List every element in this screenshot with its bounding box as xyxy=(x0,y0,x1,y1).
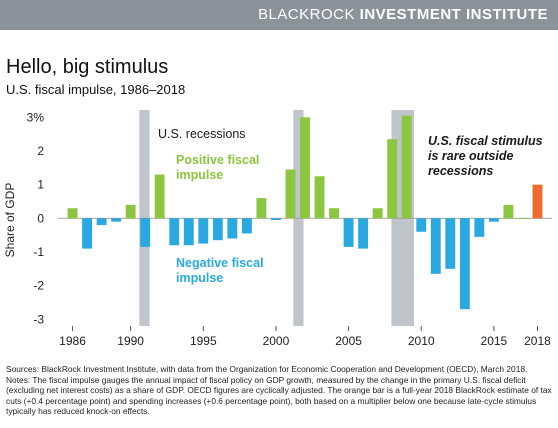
bar-2009 xyxy=(401,115,412,219)
y-tick-label: 2 xyxy=(37,144,44,158)
bar-2011 xyxy=(430,218,441,274)
chart-title: Hello, big stimulus xyxy=(6,56,169,78)
y-axis-label: Share of GDP xyxy=(3,183,17,258)
positive-impulse-label: Positive fiscal xyxy=(176,153,259,167)
bar-2001 xyxy=(285,169,296,219)
sources-text: Sources: BlackRock Investment Institute,… xyxy=(6,364,528,374)
bar-2003 xyxy=(314,176,325,219)
x-tick-label: 2000 xyxy=(263,334,290,348)
annotation-rare-stimulus: is rare outside xyxy=(428,149,513,163)
brand-logo-text: BLACKROCK INVESTMENT INSTITUTE xyxy=(258,6,548,23)
bar-2017 xyxy=(518,218,528,219)
y-tick-label: 3% xyxy=(27,110,45,124)
recessions-label: U.S. recessions xyxy=(158,127,246,141)
y-tick-label: 0 xyxy=(37,211,44,225)
bar-1995 xyxy=(198,218,209,244)
y-tick-label: -2 xyxy=(33,279,44,293)
bar-2018 xyxy=(532,184,543,219)
brand-institute: INVESTMENT INSTITUTE xyxy=(359,6,548,23)
bar-2012 xyxy=(445,218,456,269)
chart-notes: Sources: BlackRock Investment Institute,… xyxy=(6,364,554,417)
bar-1989 xyxy=(111,218,122,222)
bar-2007 xyxy=(372,208,383,219)
bar-1997 xyxy=(227,218,238,239)
negative-impulse-label: impulse xyxy=(176,271,223,285)
bar-1992 xyxy=(154,174,165,219)
positive-impulse-label: impulse xyxy=(176,168,223,182)
x-tick-label: 1995 xyxy=(190,334,217,348)
y-tick-label: -3 xyxy=(33,312,44,326)
y-tick-label: -1 xyxy=(33,245,44,259)
bar-2000 xyxy=(271,218,281,220)
x-tick-label: 2010 xyxy=(408,334,435,348)
bar-2010 xyxy=(416,218,427,232)
bar-1991 xyxy=(140,218,151,247)
bar-2004 xyxy=(329,208,339,219)
bar-1987 xyxy=(82,218,92,249)
x-tick-label: 2015 xyxy=(481,334,508,348)
fiscal-impulse-chart: 3% 2 1 0 -1 -2 -3 Share of GDP 1986 1990 1995 2000 2… xyxy=(3,110,552,348)
bar-2015 xyxy=(488,218,499,222)
bar-2008 xyxy=(387,139,398,219)
bar-1999 xyxy=(256,198,267,219)
negative-impulse-label: Negative fiscal xyxy=(176,256,264,270)
bar-1996 xyxy=(212,218,223,241)
bar-2014 xyxy=(474,218,485,237)
notes-text: Notes: The fiscal impulse gauges the ann… xyxy=(6,374,552,417)
bar-1986 xyxy=(67,208,78,219)
x-tick-label: 2018 xyxy=(524,334,551,348)
bar-2002 xyxy=(300,117,310,219)
bar-1994 xyxy=(183,218,194,246)
y-tick-label: 1 xyxy=(37,178,44,192)
brand-name: BLACKROCK xyxy=(257,6,355,23)
bar-1993 xyxy=(169,218,180,246)
x-tick-label: 2005 xyxy=(335,334,362,348)
bar-2016 xyxy=(503,204,514,219)
bar-1998 xyxy=(241,218,252,234)
annotation-rare-stimulus: recessions xyxy=(428,164,493,178)
brand-bar: BLACKROCK INVESTMENT INSTITUTE xyxy=(0,0,558,30)
bar-2005 xyxy=(343,218,354,247)
bar-1990 xyxy=(125,204,136,219)
annotation-rare-stimulus: U.S. fiscal stimulus xyxy=(428,134,543,148)
bar-2006 xyxy=(358,218,369,249)
chart-subtitle: U.S. fiscal impulse, 1986–2018 xyxy=(6,82,186,97)
bar-1988 xyxy=(96,218,107,226)
x-tick-label: 1986 xyxy=(59,334,86,348)
x-tick-label: 1990 xyxy=(117,334,144,348)
bar-2013 xyxy=(459,218,470,310)
